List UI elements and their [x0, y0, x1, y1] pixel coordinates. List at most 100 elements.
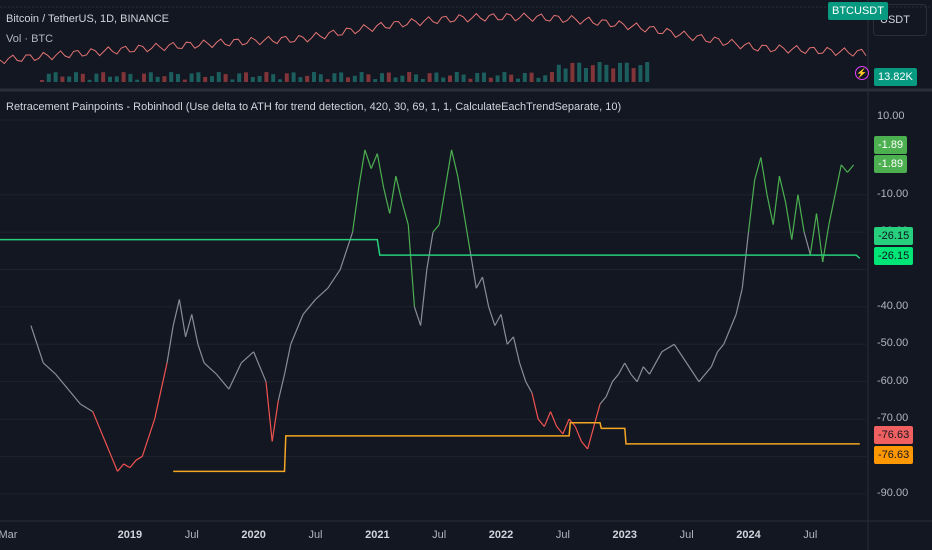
x-axis-label: 2024 — [736, 529, 761, 541]
volume-bar — [584, 67, 588, 82]
volume-bar — [312, 72, 316, 82]
retracement-segment — [488, 306, 496, 326]
volume-bar — [74, 72, 78, 82]
retracement-segment — [840, 164, 848, 173]
volume-bar — [563, 68, 568, 82]
bear-threshold-line — [173, 422, 860, 473]
scale-label: -60.00 — [877, 374, 909, 387]
retracement-segment — [735, 288, 743, 315]
retracement-segment — [580, 441, 589, 450]
scale-label: -50.00 — [877, 337, 909, 350]
retracement-segment — [327, 269, 341, 289]
volume-bar — [53, 72, 58, 82]
retracement-segment — [791, 194, 799, 240]
bull-threshold-line — [0, 238, 861, 259]
retracement-segment — [315, 287, 329, 300]
volume-bar — [359, 72, 364, 82]
retracement-segment — [506, 336, 514, 345]
volume-value-tag: 13.82K — [874, 68, 917, 86]
scale-label: -90.00 — [877, 486, 909, 499]
retracement-segment — [822, 224, 830, 263]
retracement-segment — [531, 392, 539, 420]
volume-bar — [488, 77, 493, 82]
volume-bar — [216, 72, 221, 82]
volume-bar — [618, 62, 622, 82]
retracement-segment — [407, 224, 416, 307]
volume-bar — [448, 75, 452, 82]
current-value-tag-2: -1.89 — [874, 155, 908, 173]
volume-bar — [278, 79, 282, 82]
volume-bar — [638, 65, 643, 82]
retracement-segment — [413, 306, 422, 326]
retracement-segment — [772, 175, 780, 225]
x-axis-label: Jul — [184, 529, 199, 541]
volume-label[interactable]: Vol · BTC — [6, 33, 54, 45]
volume-bar — [556, 64, 561, 82]
volume-bar — [590, 65, 595, 82]
volume-bar — [495, 75, 500, 82]
retracement-segment — [661, 343, 675, 353]
retracement-segment — [426, 232, 434, 270]
x-axis-label: 2022 — [488, 529, 514, 541]
volume-bar — [407, 72, 412, 82]
retracement-segment — [630, 373, 638, 383]
x-axis-label: 2021 — [365, 529, 390, 541]
volume-bar — [482, 72, 486, 82]
volume-bar — [169, 72, 174, 82]
retracement-segment — [766, 194, 774, 225]
scale-label: -70.00 — [877, 412, 909, 425]
retracement-segment — [636, 366, 644, 382]
retracement-segment — [203, 362, 217, 375]
volume-bar — [203, 76, 208, 82]
retracement-segment — [723, 329, 731, 345]
retracement-segment — [351, 187, 360, 233]
retracement-segment — [117, 463, 125, 472]
volume-bar — [94, 73, 99, 82]
volume-bar — [46, 73, 51, 82]
retracement-segment — [358, 149, 366, 188]
volume-bar — [597, 62, 602, 82]
volume-bar — [570, 62, 575, 82]
volume-bar — [189, 73, 194, 82]
retracement-segment — [556, 426, 564, 435]
volume-bar — [121, 72, 126, 82]
symbol-tag: BTCUSDT — [828, 2, 888, 20]
retracement-segment — [450, 149, 459, 177]
bear-threshold-tag-2: -76.63 — [874, 446, 914, 464]
lightning-icon[interactable]: ⚡ — [855, 66, 869, 80]
retracement-segment — [271, 400, 279, 442]
volume-bar — [257, 75, 262, 82]
volume-bar — [577, 62, 582, 82]
x-axis-label: Jul — [679, 529, 694, 541]
x-axis-label: Jul — [432, 529, 447, 541]
retracement-segment — [747, 179, 756, 233]
retracement-segment — [574, 426, 583, 442]
retracement-segment — [710, 351, 719, 367]
volume-bar — [87, 79, 92, 82]
retracement-segment — [537, 418, 545, 427]
retracement-segment — [642, 366, 650, 375]
volume-bar — [148, 72, 153, 82]
retracement-segment — [147, 418, 156, 438]
volume-bar — [645, 62, 650, 82]
retracement-segment — [809, 213, 818, 255]
volume-bar — [176, 73, 180, 82]
retracement-segment — [432, 224, 440, 233]
volume-bar — [142, 73, 146, 82]
volume-bar — [250, 77, 255, 82]
volume-bar — [67, 76, 72, 82]
volume-bar — [461, 74, 466, 82]
volume-bar — [420, 78, 425, 82]
volume-bar — [427, 73, 432, 82]
retracement-segment — [228, 362, 242, 390]
indicator-title[interactable]: Retracement Painpoints - Robinhodl (Use … — [6, 101, 622, 113]
volume-bar — [380, 73, 384, 82]
retracement-segment — [562, 418, 570, 435]
volume-bar — [162, 76, 167, 82]
retracement-segment — [42, 362, 57, 375]
symbol-title[interactable]: Bitcoin / TetherUS, 1D, BINANCE — [6, 13, 170, 25]
volume-bar — [101, 72, 106, 82]
volume-bar — [441, 77, 446, 82]
bull-threshold-tag: -26.15 — [874, 227, 914, 245]
